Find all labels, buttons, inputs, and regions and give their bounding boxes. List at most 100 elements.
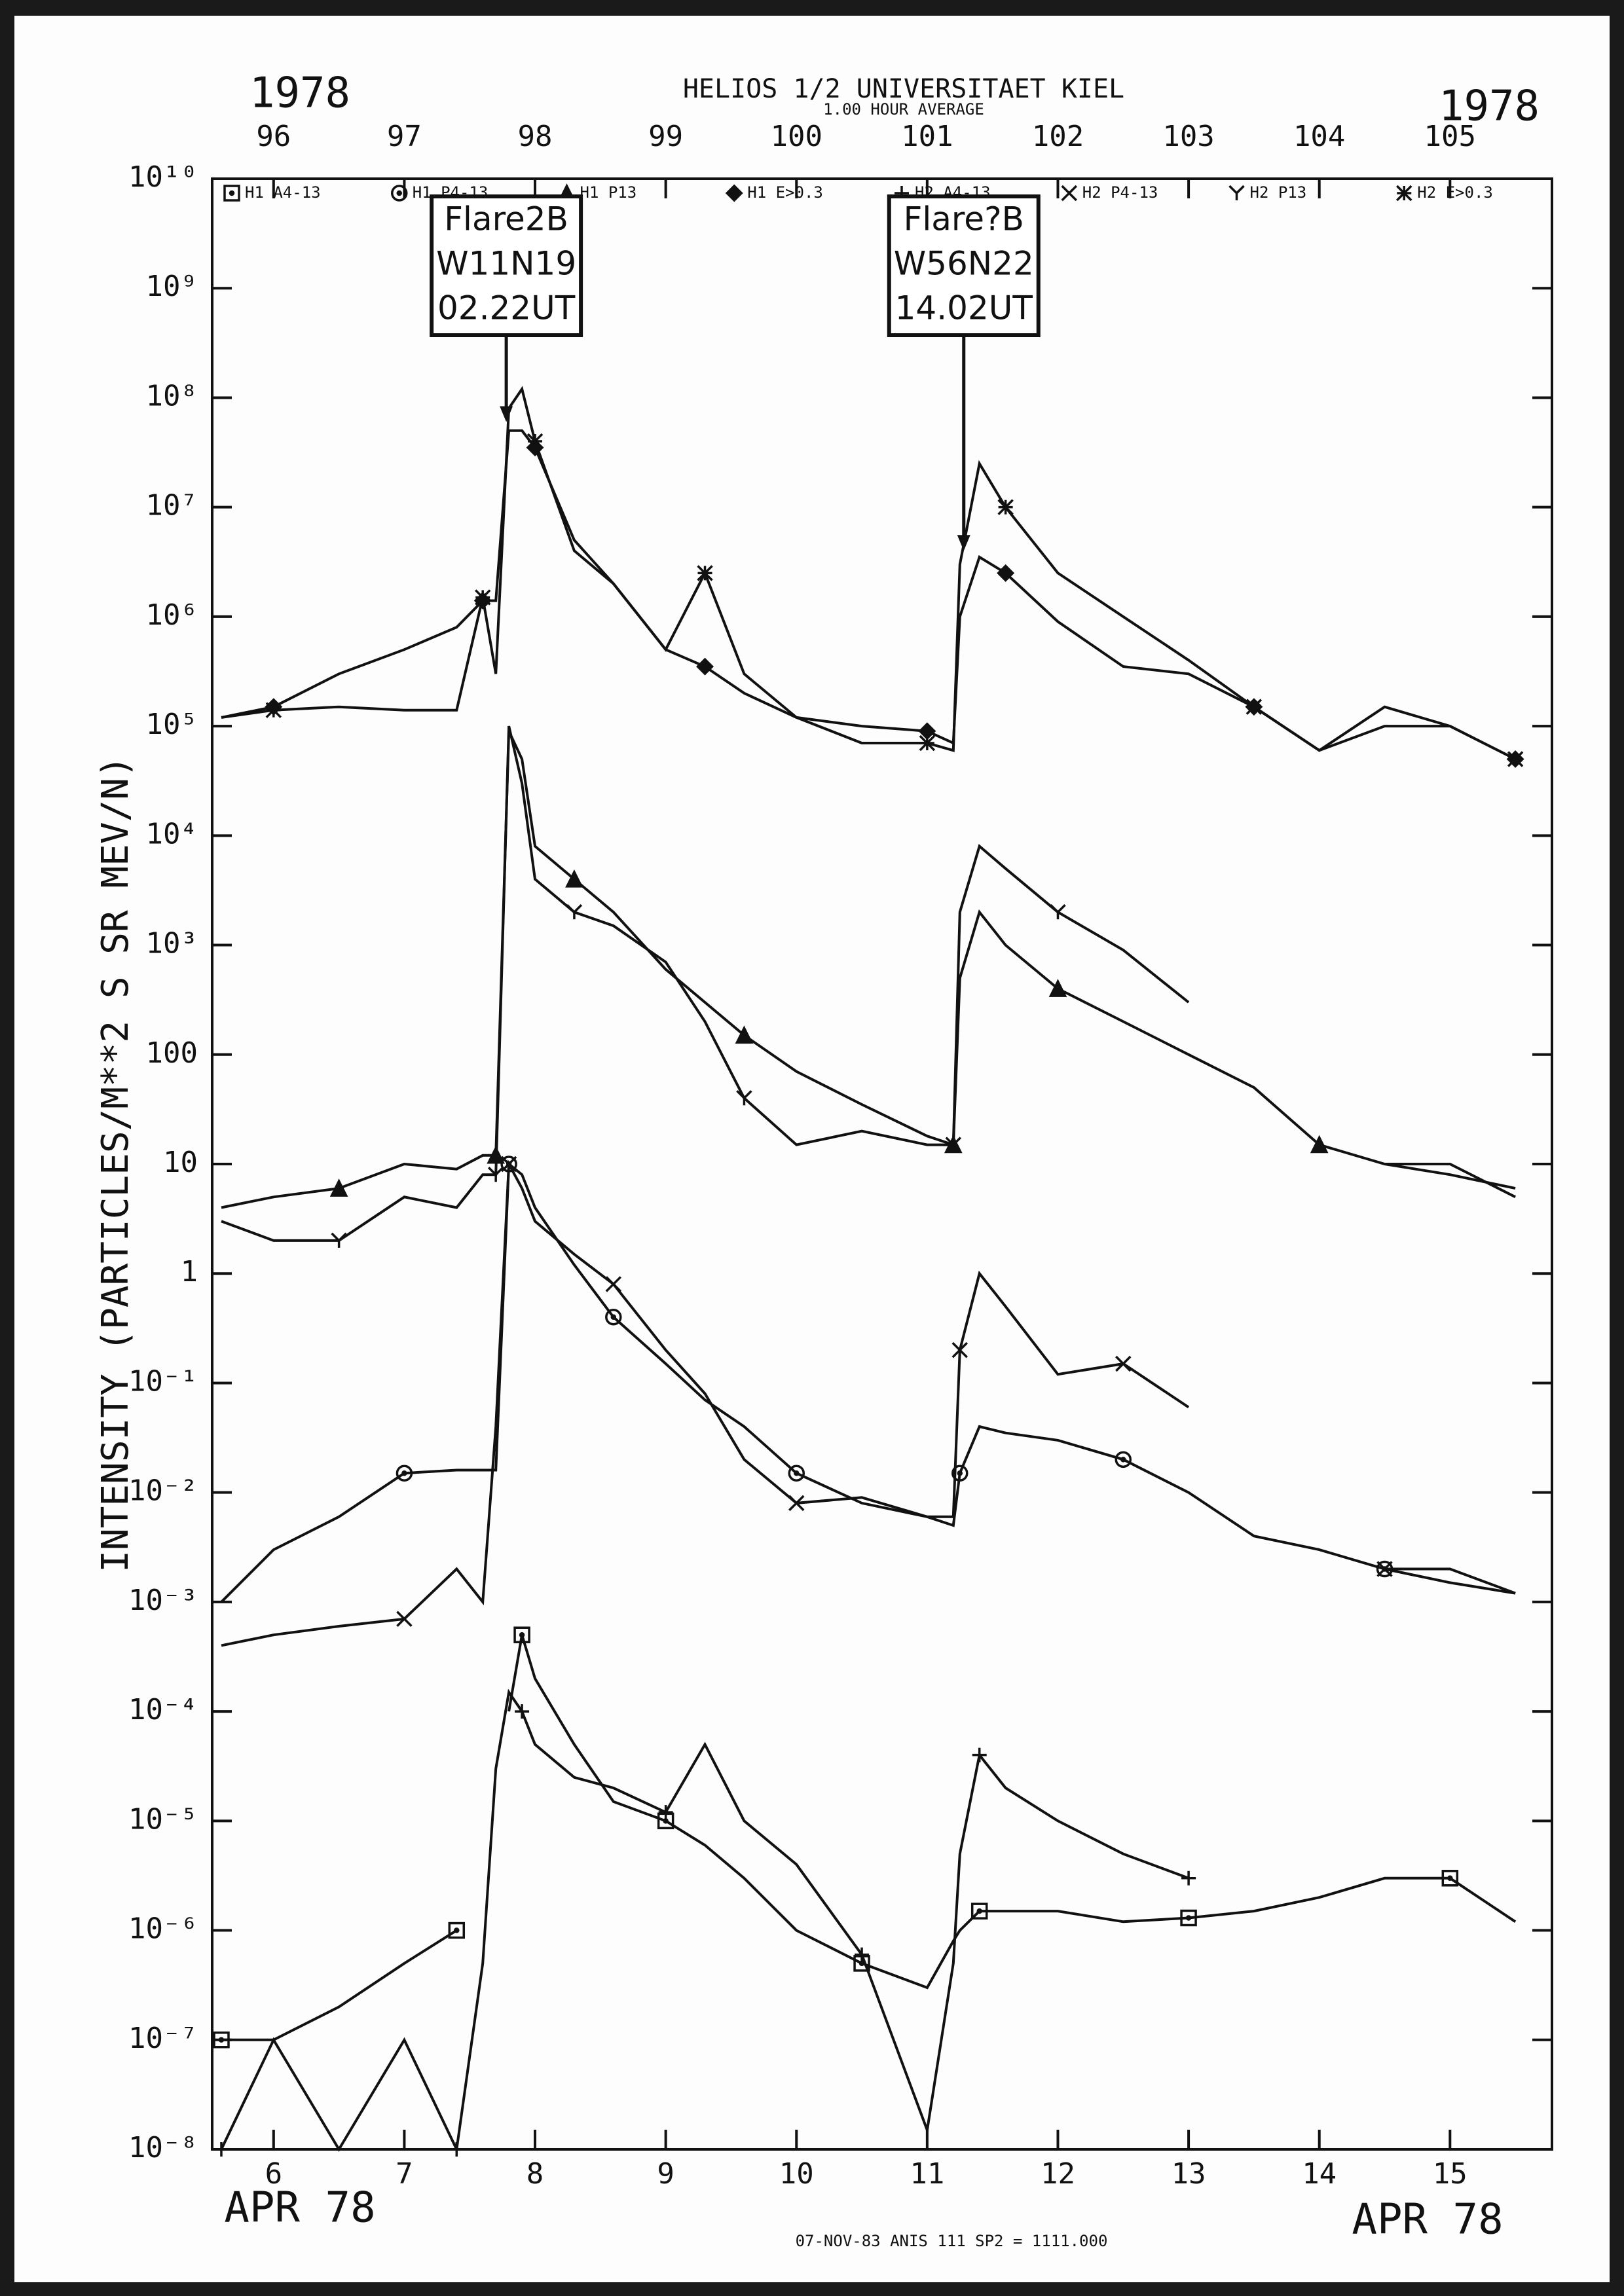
marker <box>697 565 713 581</box>
marker <box>919 735 936 752</box>
marker <box>500 1156 517 1173</box>
x2-tick-label: 101 <box>901 120 953 153</box>
marker <box>448 1922 466 1939</box>
marker <box>605 1276 622 1292</box>
marker <box>1048 979 1067 997</box>
series-line <box>221 730 1516 1209</box>
marker <box>391 185 408 202</box>
year-label: 1978 <box>249 69 350 118</box>
x2-tick-label: 100 <box>771 120 822 153</box>
marker <box>1441 1870 1459 1887</box>
chart-title: HELIOS 1/2 UNIVERSITAET KIEL <box>683 74 1124 104</box>
year-label: 1978 <box>1439 82 1540 131</box>
marker <box>396 1465 413 1482</box>
x-tick-label: 6 <box>265 2157 283 2191</box>
marker <box>329 1178 348 1197</box>
arrow-head <box>957 535 970 551</box>
marker <box>213 2032 230 2049</box>
x2-tick-label: 96 <box>256 120 291 153</box>
month-label: APR 78 <box>224 2184 375 2232</box>
marker <box>565 869 583 888</box>
annotation-box <box>430 194 583 337</box>
annotation-text: Flare?B <box>904 200 1024 238</box>
marker <box>1310 1135 1329 1154</box>
marker <box>855 1947 870 1962</box>
marker <box>474 589 491 606</box>
marker <box>1050 903 1066 920</box>
marker <box>1181 1870 1196 1886</box>
annotation-text: Flare2B <box>444 200 568 238</box>
x-tick-label: 8 <box>526 2157 544 2191</box>
series-line <box>221 725 1517 1242</box>
annotation-text: 02.22UT <box>437 289 576 327</box>
x2-tick-label: 98 <box>518 120 553 153</box>
series-line <box>221 1634 1517 2041</box>
annotation-text: 14.02UT <box>895 289 1033 327</box>
y-tick-label: 1 <box>181 1255 198 1288</box>
x2-tick-label: 104 <box>1293 120 1345 153</box>
series-line <box>220 1161 1516 1603</box>
legend-label: H1 A4-13 <box>245 183 321 202</box>
x-tick-label: 10 <box>779 2157 814 2191</box>
x2-tick-label: 99 <box>648 120 683 153</box>
legend-label: H1 E>0.3 <box>747 183 823 202</box>
marker <box>265 702 282 718</box>
y-tick-label: 10⁹ <box>146 270 198 303</box>
legend-label: H2 P13 <box>1250 183 1307 202</box>
y-tick-label: 10⁻¹ <box>128 1364 198 1398</box>
legend-label: H2 P4-13 <box>1082 183 1158 202</box>
marker <box>736 1090 752 1106</box>
marker <box>972 1747 987 1762</box>
marker <box>487 1166 504 1182</box>
y-tick-label: 10⁻⁴ <box>128 1693 198 1726</box>
y-tick-label: 10⁷ <box>146 489 198 522</box>
marker <box>223 185 240 202</box>
x-tick-label: 7 <box>396 2157 413 2191</box>
marker <box>788 1465 805 1482</box>
marker <box>526 433 544 450</box>
marker <box>997 564 1015 582</box>
x-tick-label: 13 <box>1172 2157 1206 2191</box>
y-tick-label: 10⁻² <box>128 1474 198 1508</box>
marker <box>997 499 1014 515</box>
series-line <box>221 1159 1516 1647</box>
marker <box>1061 185 1077 202</box>
marker <box>566 903 583 920</box>
x-tick-label: 9 <box>657 2157 674 2191</box>
marker <box>725 184 743 202</box>
y-tick-label: 10⁻⁶ <box>128 1912 198 1946</box>
annotation-text: W11N19 <box>436 245 576 283</box>
y-tick-label: 10⁻³ <box>128 1584 198 1617</box>
marker <box>1115 1451 1132 1468</box>
x-tick-label: 11 <box>910 2157 944 2191</box>
arrow-head <box>500 406 513 422</box>
marker <box>1376 1561 1393 1577</box>
x-tick-label: 14 <box>1302 2157 1337 2191</box>
y-tick-label: 10⁻⁸ <box>128 2131 198 2164</box>
x2-tick-label: 102 <box>1032 120 1084 153</box>
marker <box>951 1341 969 1358</box>
marker <box>449 2142 464 2157</box>
legend-label: H1 P13 <box>580 183 637 202</box>
marker <box>396 1611 413 1628</box>
y-tick-label: 10⁵ <box>146 708 198 741</box>
marker <box>1246 699 1263 715</box>
marker <box>951 1465 969 1482</box>
y-tick-label: 10⁻⁵ <box>128 1802 198 1836</box>
legend-label: H2 E>0.3 <box>1417 183 1493 202</box>
marker <box>1180 1909 1197 1927</box>
footer: 07-NOV-83 ANIS 111 SP2 = 1111.000 <box>796 2232 1108 2250</box>
marker <box>515 1704 530 1719</box>
y-tick-label: 10³ <box>146 927 198 960</box>
marker <box>213 2142 229 2157</box>
marker <box>605 1309 622 1326</box>
marker <box>945 1137 962 1152</box>
marker <box>735 1025 754 1044</box>
y-tick-label: 10⁶ <box>146 598 198 632</box>
y-tick-label: 10¹⁰ <box>128 160 198 194</box>
marker <box>696 657 714 676</box>
x2-tick-label: 105 <box>1424 120 1476 153</box>
y-tick-label: 10⁻⁷ <box>128 2022 198 2055</box>
marker <box>331 1232 347 1248</box>
